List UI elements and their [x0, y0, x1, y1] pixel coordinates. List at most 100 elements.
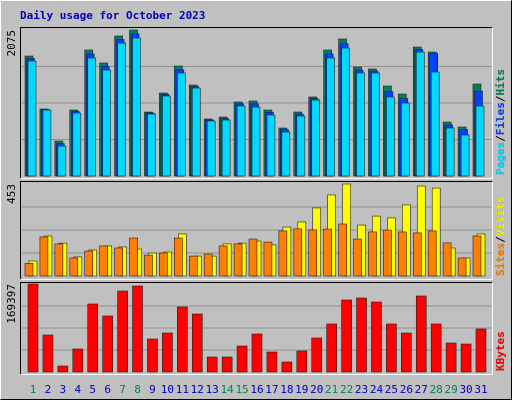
x-tick-label: 14	[221, 383, 235, 396]
bar	[188, 255, 198, 277]
x-tick-label: 18	[280, 383, 293, 396]
x-tick-label: 23	[355, 383, 368, 396]
x-tick-label: 15	[235, 383, 248, 396]
bar	[236, 345, 248, 373]
x-tick-label: 28	[430, 383, 443, 396]
x-tick-label: 25	[385, 383, 398, 396]
plot-bevel-light	[20, 282, 493, 375]
bar	[430, 71, 440, 177]
bar	[191, 313, 203, 373]
bar	[263, 241, 273, 277]
bar	[177, 72, 186, 177]
plot-bevel-light	[20, 181, 493, 280]
bar	[412, 232, 422, 277]
bar	[117, 42, 126, 177]
bar	[398, 231, 407, 277]
legend-separator: /	[494, 135, 507, 142]
bar	[42, 109, 52, 177]
legend-entry: Visits	[494, 197, 507, 237]
y-tick-label: 453	[5, 184, 18, 204]
bar	[356, 72, 365, 177]
x-tick-label: 6	[104, 383, 111, 396]
x-tick-label: 22	[340, 383, 353, 396]
bar	[457, 257, 467, 277]
x-tick-label: 29	[445, 383, 458, 396]
bar	[472, 235, 482, 277]
bar	[278, 230, 288, 277]
legend-separator: /	[494, 95, 507, 102]
bar	[371, 72, 380, 177]
y-tick-label: 2075	[5, 30, 18, 57]
bar	[162, 332, 173, 373]
bar	[341, 47, 350, 177]
legend: Pages/Files/Hits	[494, 69, 507, 175]
bar	[415, 295, 427, 373]
bar	[218, 245, 228, 277]
bar	[203, 253, 213, 277]
bar	[233, 243, 243, 277]
legend-entry: Hits	[494, 69, 507, 96]
x-tick-label: 11	[176, 383, 189, 396]
x-tick-label: 2	[45, 383, 52, 396]
x-tick-label: 20	[310, 383, 323, 396]
bar	[427, 230, 437, 277]
plot-bevel-dark	[20, 27, 493, 179]
x-tick-label: 10	[161, 383, 174, 396]
bar	[206, 120, 216, 177]
x-tick-label: 9	[149, 383, 156, 396]
bar	[401, 102, 410, 177]
x-tick-label: 12	[191, 383, 204, 396]
x-tick-label: 21	[325, 383, 338, 396]
bar	[460, 343, 472, 373]
bar	[323, 228, 332, 277]
bar	[114, 247, 123, 277]
bar	[72, 348, 84, 373]
x-tick-label: 30	[459, 383, 472, 396]
x-tick-label: 7	[119, 383, 126, 396]
x-tick-label: 8	[134, 383, 141, 396]
x-tick-label: 24	[370, 383, 384, 396]
bar	[353, 238, 362, 277]
bar	[338, 223, 347, 277]
bar	[191, 87, 201, 177]
bar	[144, 254, 153, 277]
bar	[296, 115, 306, 177]
x-tick-label: 31	[474, 383, 487, 396]
bar	[159, 252, 168, 277]
bar	[386, 323, 397, 373]
bar	[281, 131, 291, 177]
x-tick-label: 1	[30, 383, 37, 396]
bar	[236, 105, 246, 177]
x-tick-label: 17	[265, 383, 278, 396]
bar	[102, 315, 113, 373]
bar	[206, 356, 218, 373]
bar	[102, 69, 111, 177]
bar	[248, 238, 258, 277]
bar	[87, 303, 99, 373]
x-tick-label: 27	[415, 383, 428, 396]
bar	[69, 257, 79, 277]
bar	[147, 338, 158, 373]
bar	[475, 328, 487, 373]
bar	[445, 127, 455, 177]
plot-bevel-light	[20, 27, 493, 179]
plot-bevel-dark	[20, 181, 493, 280]
bar	[311, 337, 323, 373]
x-tick-label: 4	[74, 383, 81, 396]
legend-entry: Sites	[494, 243, 507, 276]
bar	[87, 57, 97, 177]
bar	[221, 356, 233, 373]
bar	[445, 342, 457, 373]
bar	[415, 51, 425, 177]
legend: KBytes	[494, 331, 507, 371]
bar	[132, 37, 141, 177]
bar	[368, 231, 377, 277]
bar	[326, 323, 337, 373]
legend: Sites/Visits	[494, 197, 507, 277]
bar	[54, 243, 64, 277]
bar	[174, 237, 183, 277]
bar	[129, 237, 138, 277]
bar	[341, 299, 352, 373]
bar	[293, 228, 303, 277]
